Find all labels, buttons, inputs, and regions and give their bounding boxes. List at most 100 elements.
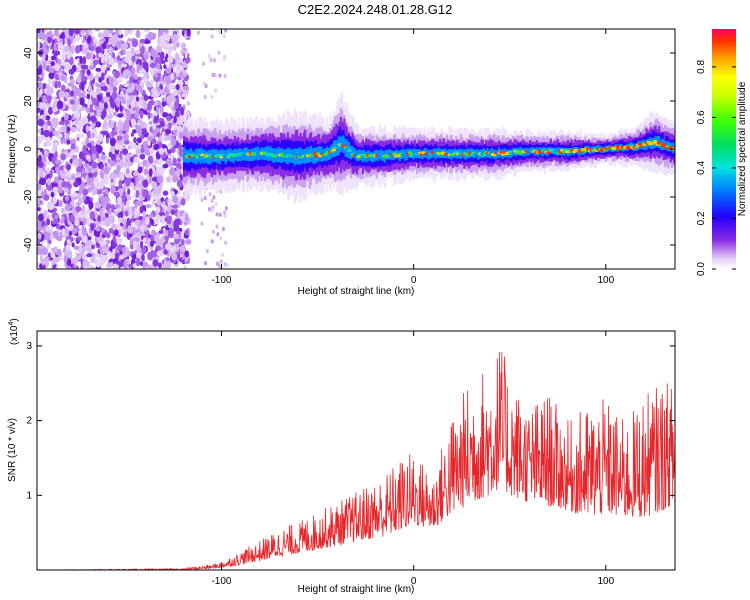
noise-pixel: [98, 101, 103, 109]
noise-pixel: [82, 218, 86, 226]
noise-pixel: [166, 176, 171, 183]
noise-pixel: [134, 201, 138, 210]
noise-pixel: [99, 170, 105, 179]
noise-pixel: [41, 247, 48, 256]
noise-pixel: [143, 29, 151, 33]
noise-pixel: [56, 185, 63, 194]
noise-pixel: [164, 119, 168, 126]
noise-pixel: [112, 86, 118, 93]
noise-pixel: [60, 153, 67, 161]
noise-pixel: [49, 225, 53, 235]
noise-pixel: [143, 94, 149, 101]
noise-pixel: [133, 236, 141, 242]
noise-pixel: [48, 72, 55, 80]
noise-pixel: [171, 251, 178, 261]
noise-pixel: [109, 146, 114, 153]
noise-pixel: [100, 82, 106, 87]
noise-pixel: [107, 48, 114, 53]
noise-pixel: [151, 200, 156, 206]
noise-pixel: [126, 196, 132, 201]
noise-pixel: [200, 221, 204, 226]
noise-pixel: [159, 120, 165, 128]
noise-pixel: [116, 55, 121, 62]
noise-pixel: [79, 189, 83, 195]
noise-pixel: [121, 148, 129, 155]
noise-pixel: [167, 149, 172, 155]
noise-pixel: [38, 154, 42, 163]
noise-pixel: [214, 88, 218, 93]
noise-pixel: [70, 143, 76, 151]
noise-pixel: [144, 39, 151, 45]
noise-pixel: [202, 81, 206, 86]
noise-pixel: [37, 59, 41, 67]
noise-pixel: [92, 59, 100, 65]
noise-pixel: [97, 170, 101, 175]
noise-pixel: [94, 74, 99, 80]
noise-pixel: [122, 223, 127, 231]
noise-pixel: [176, 42, 180, 48]
noise-pixel: [50, 61, 55, 67]
noise-pixel: [147, 111, 151, 120]
noise-pixel: [85, 196, 90, 201]
noise-pixel: [39, 177, 47, 186]
noise-pixel: [184, 250, 190, 258]
noise-pixel: [82, 228, 88, 237]
noise-pixel: [179, 117, 185, 123]
noise-pixel: [37, 237, 41, 247]
noise-pixel: [176, 210, 181, 219]
noise-pixel: [69, 158, 73, 164]
noise-pixel: [169, 166, 176, 176]
noise-pixel: [85, 107, 91, 113]
noise-pixel: [158, 147, 165, 155]
noise-pixel: [168, 61, 172, 70]
noise-pixel: [141, 130, 148, 135]
noise-pixel: [204, 261, 207, 266]
noise-pixel: [116, 223, 120, 230]
noise-pixel: [171, 34, 179, 42]
noise-pixel: [91, 161, 98, 169]
noise-pixel: [104, 51, 110, 60]
noise-pixel: [176, 179, 183, 188]
noise-pixel: [162, 163, 169, 169]
noise-pixel: [127, 95, 135, 103]
noise-pixel: [144, 149, 151, 156]
noise-pixel: [57, 58, 62, 65]
noise-pixel: [108, 121, 115, 129]
noise-pixel: [65, 244, 71, 250]
noise-pixel: [101, 246, 108, 254]
noise-pixel: [39, 168, 43, 175]
noise-pixel: [142, 237, 147, 243]
noise-pixel: [137, 166, 143, 174]
noise-pixel: [213, 72, 217, 78]
ridge-band: [387, 150, 390, 159]
noise-pixel: [135, 29, 141, 39]
noise-pixel: [43, 129, 50, 138]
noise-pixel: [146, 136, 154, 141]
noise-pixel: [66, 53, 71, 60]
noise-pixel: [82, 145, 87, 154]
noise-pixel: [47, 202, 55, 211]
noise-pixel: [45, 115, 51, 121]
noise-pixel: [84, 260, 90, 268]
noise-pixel: [208, 191, 212, 197]
noise-pixel: [75, 206, 82, 212]
noise-pixel: [223, 210, 226, 215]
noise-pixel: [61, 29, 67, 33]
noise-pixel: [131, 91, 138, 96]
noise-pixel: [134, 49, 141, 55]
noise-pixel: [160, 106, 164, 114]
noise-pixel: [46, 166, 50, 175]
noise-pixel: [111, 223, 118, 230]
ridge-band: [247, 150, 250, 162]
noise-pixel: [146, 194, 151, 201]
noise-pixel: [217, 30, 221, 35]
noise-pixel: [95, 67, 102, 72]
noise-pixel: [128, 232, 133, 238]
ridge-band: [591, 146, 594, 152]
noise-pixel: [86, 93, 91, 100]
noise-pixel: [211, 229, 215, 234]
noise-pixel: [45, 140, 52, 147]
noise-pixel: [135, 84, 142, 91]
noise-pixel: [37, 81, 40, 89]
noise-pixel: [37, 207, 41, 212]
